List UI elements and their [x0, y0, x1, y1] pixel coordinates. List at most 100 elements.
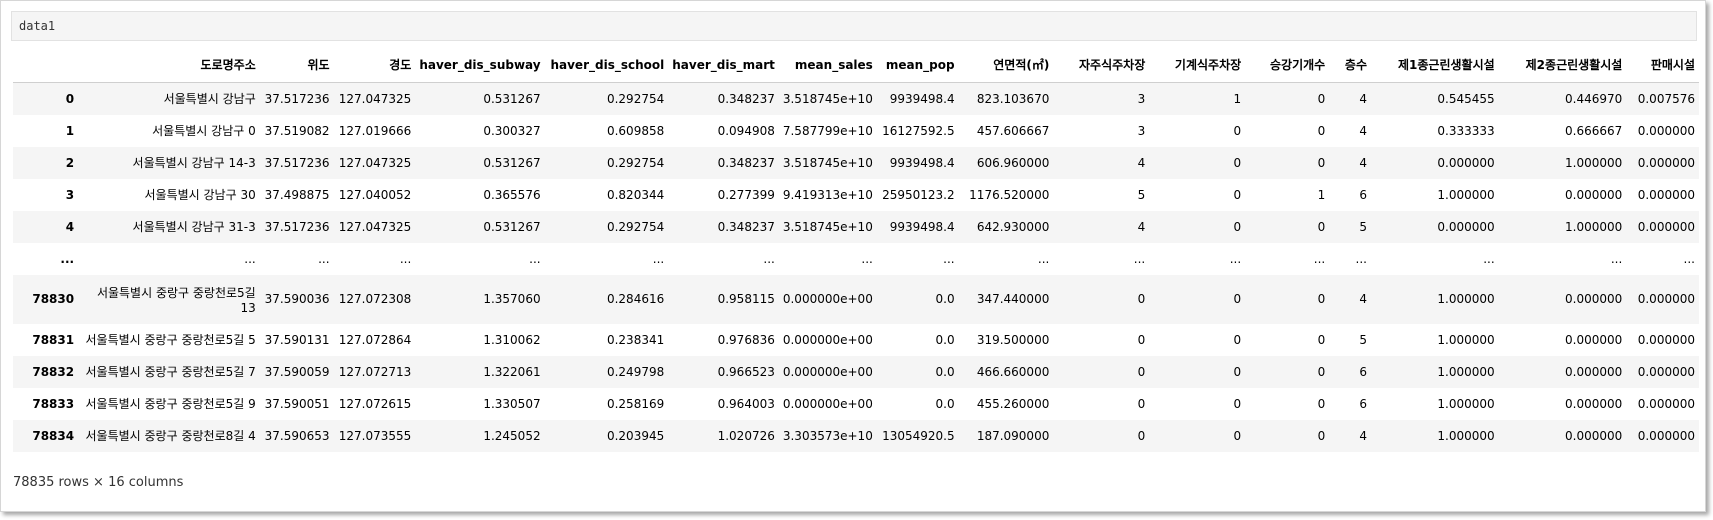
table-cell: 3.518745e+10 — [782, 155, 873, 170]
table-cell: 3.303573e+10 — [782, 428, 873, 443]
column-header: haver_dis_mart — [668, 47, 779, 83]
table-cell: ... — [1229, 251, 1242, 266]
column-header: mean_pop — [876, 47, 959, 83]
table-cell: 1 — [1233, 91, 1242, 106]
table-cell: 0.000000 — [1565, 428, 1623, 443]
table-cell: 0.000000 — [1565, 332, 1623, 347]
table-cell: 455.260000 — [976, 396, 1050, 411]
table-cell: 1.000000 — [1565, 155, 1623, 170]
table-cell: 1.000000 — [1437, 292, 1495, 306]
table-cell: 0 — [1317, 332, 1326, 347]
table-cell: 127.019666 — [338, 123, 412, 138]
table-cell: 16127592.5 — [882, 123, 955, 138]
table-cell: 0 — [1233, 292, 1242, 306]
table-cell: 4 — [1359, 428, 1367, 443]
table-cell: 0.0 — [935, 332, 955, 347]
table-cell: 9939498.4 — [889, 219, 955, 234]
table-cell: 0.000000 — [1565, 396, 1623, 411]
table-cell: 1.000000 — [1437, 396, 1495, 411]
table-cell: 0 — [1317, 91, 1326, 106]
table-cell: 0.000000 — [1637, 123, 1695, 138]
table-cell: 0.545455 — [1437, 91, 1495, 106]
table-cell: 0.000000e+00 — [782, 364, 873, 379]
table-cell: 0.000000 — [1637, 396, 1695, 411]
table-cell: 0 — [1137, 292, 1146, 306]
table-cell: 0.000000e+00 — [782, 292, 873, 306]
table-cell: 0.000000 — [1565, 364, 1623, 379]
table-cell: 0.000000e+00 — [782, 396, 873, 411]
table-cell: ... — [318, 251, 330, 266]
table-cell: 5 — [1359, 332, 1367, 347]
table-cell: 0.203945 — [606, 428, 665, 443]
table-cell: 0 — [1233, 187, 1242, 202]
table-row: 78831 서울특별시 중랑구 중랑천로5길 5 37.590131 127.0728… — [13, 324, 1699, 356]
table-cell: 9939498.4 — [889, 91, 955, 106]
table-cell: 0.000000e+00 — [782, 332, 873, 347]
table-cell: 0.0 — [935, 364, 955, 379]
table-cell: 347.440000 — [976, 292, 1050, 306]
dataframe-output: 도로명주소 위도 경도 haver_dis_subway haver_dis_schoo… — [13, 47, 1699, 452]
column-header: haver_dis_subway — [415, 47, 545, 83]
table-cell: ... — [1133, 251, 1146, 266]
table-cell: 0.976836 — [717, 332, 775, 347]
table-cell: 1.357060 — [483, 292, 541, 306]
table-cell: 0 — [1317, 396, 1326, 411]
table-cell: 4 — [1359, 292, 1367, 306]
table-cell: 1176.520000 — [969, 187, 1050, 202]
column-header: mean_sales — [778, 47, 877, 83]
row-index: 2 — [65, 155, 75, 170]
column-header: 승강기개수 — [1245, 47, 1330, 83]
column-header: 위도 — [259, 47, 334, 83]
table-cell: 0.333333 — [1437, 123, 1495, 138]
dataframe-shape-footer: 78835 rows × 16 columns — [13, 475, 184, 490]
table-cell: 127.040052 — [338, 187, 412, 202]
table-cell: 37.590131 — [264, 332, 330, 347]
code-input-cell[interactable]: data1 — [11, 11, 1697, 41]
table-cell: 0 — [1137, 428, 1146, 443]
table-cell: 5 — [1137, 187, 1146, 202]
row-index: 0 — [65, 91, 75, 106]
table-cell: 0.000000 — [1437, 219, 1495, 234]
table-row: 3 서울특별시 강남구 30 37.498875 127.040052 0.365576… — [13, 179, 1699, 211]
table-cell: 0 — [1317, 155, 1326, 170]
table-cell: 서울특별시 중랑구 중랑천로5길 7 — [85, 365, 256, 379]
table-cell: 3 — [1137, 123, 1146, 138]
table-cell: 3 — [1137, 91, 1146, 106]
column-header: 제2종근린생활시설 — [1498, 47, 1627, 83]
table-cell: 0.000000 — [1565, 292, 1623, 306]
table-cell: 37.590059 — [264, 364, 330, 379]
table-row: 0 서울특별시 강남구 37.517236 127.047325 0.531267 0.2… — [13, 82, 1699, 115]
table-row: 78830 서울특별시 중랑구 중랑천로5길 13 37.590036 127.072… — [13, 274, 1699, 324]
table-cell: 서울특별시 강남구 — [163, 92, 256, 107]
table-cell: 25950123.2 — [882, 187, 955, 202]
table-cell: 3.518745e+10 — [782, 91, 873, 106]
table-cell: 서울특별시 강남구 14-3 — [132, 156, 256, 170]
index-header — [13, 47, 79, 83]
table-cell: 0.0 — [935, 292, 955, 306]
table-cell: 서울특별시 중랑구 중랑천로8길 4 — [85, 429, 256, 443]
table-cell: 7.587799e+10 — [782, 123, 873, 138]
table-row: 1 서울특별시 강남구 0 37.519082 127.019666 0.300327 0… — [13, 115, 1699, 147]
table-cell: 1.310062 — [483, 332, 541, 347]
table-cell: 0 — [1137, 332, 1146, 347]
table-cell: 0.000000 — [1637, 187, 1695, 202]
table-cell: 0 — [1233, 428, 1242, 443]
table-cell: ... — [1355, 251, 1367, 266]
table-cell: 서울특별시 강남구 31-3 — [132, 220, 256, 234]
column-header: 연면적(㎡) — [958, 47, 1054, 83]
table-cell: 1.000000 — [1437, 332, 1495, 347]
row-index: ... — [60, 251, 75, 266]
table-cell: 127.072615 — [338, 396, 412, 411]
table-cell: 466.660000 — [976, 364, 1050, 379]
row-index: 78830 — [32, 292, 75, 306]
table-cell: 0.666667 — [1565, 123, 1623, 138]
table-cell: 0 — [1137, 396, 1146, 411]
table-cell: 0 — [1233, 396, 1242, 411]
table-cell: 1.000000 — [1565, 219, 1623, 234]
table-cell: ... — [763, 251, 775, 266]
table-cell: 5 — [1359, 219, 1367, 234]
table-cell: 0.531267 — [483, 155, 541, 170]
table-cell: 4 — [1137, 155, 1146, 170]
table-cell: 457.606667 — [976, 123, 1050, 138]
table-cell: 0.292754 — [606, 219, 665, 234]
